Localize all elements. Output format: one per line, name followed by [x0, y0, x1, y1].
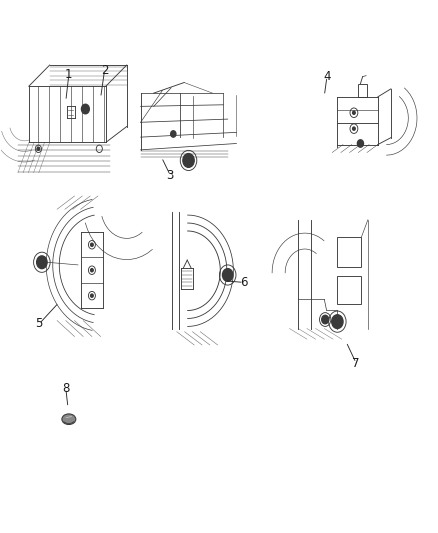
Text: 4: 4 — [323, 70, 331, 83]
Circle shape — [357, 140, 364, 147]
Text: 7: 7 — [352, 357, 360, 369]
Text: 2: 2 — [101, 64, 108, 77]
Circle shape — [332, 315, 343, 328]
Circle shape — [223, 269, 233, 281]
Circle shape — [37, 147, 40, 150]
Circle shape — [183, 154, 194, 167]
Circle shape — [37, 256, 47, 269]
Circle shape — [353, 111, 355, 114]
Circle shape — [91, 294, 93, 297]
Circle shape — [91, 243, 93, 246]
Circle shape — [81, 104, 89, 114]
Bar — [358, 84, 367, 97]
Circle shape — [91, 269, 93, 272]
Text: 8: 8 — [62, 382, 70, 395]
Ellipse shape — [62, 414, 76, 424]
Circle shape — [322, 316, 328, 324]
Text: 3: 3 — [166, 169, 174, 182]
Bar — [337, 237, 361, 266]
Circle shape — [353, 127, 355, 130]
Text: 5: 5 — [35, 317, 43, 330]
Text: 6: 6 — [240, 276, 247, 289]
Text: 1: 1 — [65, 68, 73, 81]
Bar — [337, 276, 361, 304]
Circle shape — [171, 131, 176, 137]
